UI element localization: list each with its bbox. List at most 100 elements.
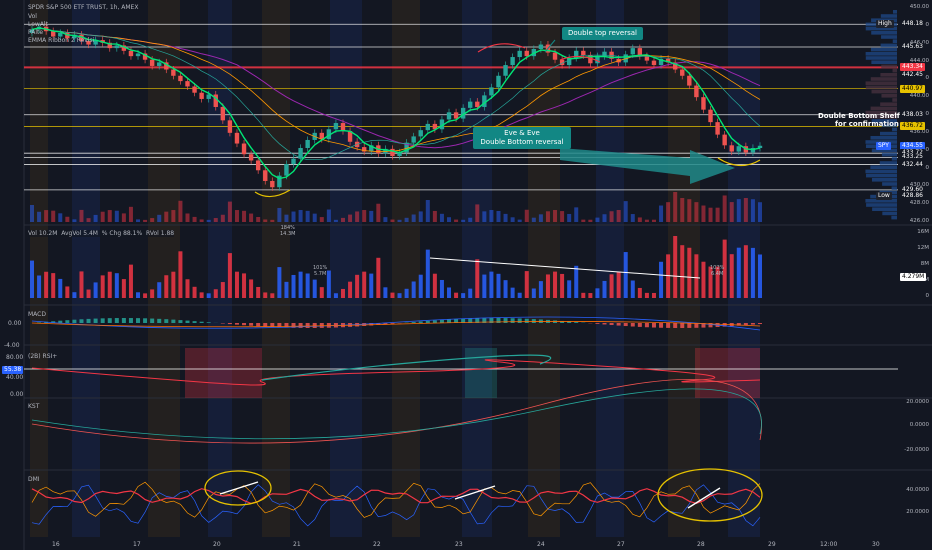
macd-histogram-bar xyxy=(609,323,614,326)
time-axis-tick[interactable]: 20 xyxy=(213,541,221,548)
price-tag[interactable]: 438.03 xyxy=(900,110,925,119)
time-axis-tick[interactable]: 21 xyxy=(293,541,301,548)
volume-overlay-bar xyxy=(44,210,49,222)
volume-bar xyxy=(213,289,218,298)
double-top-callout[interactable]: Double top reversal xyxy=(562,27,643,40)
macd-histogram-bar xyxy=(758,323,762,325)
price-tag[interactable]: 440.97 xyxy=(900,84,925,93)
volume-mark: 184% 14.3M xyxy=(280,225,296,237)
volume-tag: 4.279M xyxy=(900,273,927,281)
rsi-oversold-zone xyxy=(695,348,760,398)
candle-body xyxy=(79,34,84,41)
price-tag[interactable]: 436.72 xyxy=(900,122,925,131)
volume-profile-bar xyxy=(882,182,897,186)
time-axis-tick[interactable]: 27 xyxy=(617,541,625,548)
candle-body xyxy=(637,48,643,57)
rsi-label[interactable]: (2B) RSI+ xyxy=(28,353,58,360)
dmi-label[interactable]: DMI xyxy=(28,476,40,483)
volume-profile-bar xyxy=(870,136,897,140)
volume-overlay-bar xyxy=(107,210,112,222)
volume-overlay-bar xyxy=(30,205,34,222)
time-axis-tick[interactable]: 12:00 xyxy=(820,541,838,548)
price-tag[interactable]: 434.55 xyxy=(900,141,925,150)
volume-bar xyxy=(199,292,204,298)
price-tag[interactable]: 448.18 xyxy=(900,20,925,29)
volume-overlay-bar xyxy=(475,204,480,222)
candle-body xyxy=(270,180,275,188)
ma-line-fast xyxy=(31,27,761,161)
candle-body xyxy=(86,40,91,45)
session-band xyxy=(392,0,420,537)
price-tag[interactable]: 433.72 xyxy=(900,149,925,158)
time-axis-tick[interactable]: 23 xyxy=(455,541,463,548)
volume-bar xyxy=(150,289,155,298)
volume-overlay-bar xyxy=(680,198,685,222)
kst-label[interactable]: KST xyxy=(28,403,40,410)
time-axis-tick[interactable]: 24 xyxy=(537,541,545,548)
time-axis-tick[interactable]: 16 xyxy=(52,541,60,548)
macd-histogram-bar xyxy=(743,323,748,326)
price-tag[interactable]: 429.60 xyxy=(900,185,925,194)
legend-item[interactable]: EMMA Ribbon 2 Revisi xyxy=(28,37,95,44)
volume-bar xyxy=(659,261,664,298)
volume-bar xyxy=(220,282,225,298)
volume-bar xyxy=(687,247,692,298)
volume-profile-bar xyxy=(871,89,897,94)
candle-body xyxy=(333,123,339,130)
macd-histogram-bar xyxy=(602,323,607,325)
price-tag[interactable]: 432.44 xyxy=(900,160,925,169)
volume-bar xyxy=(538,281,543,298)
macd-histogram-bar xyxy=(164,319,169,323)
dmi-highlight-circle xyxy=(204,470,272,506)
volume-profile-bar xyxy=(880,73,897,77)
candle-body xyxy=(701,97,706,110)
legend-item[interactable]: Vol xyxy=(28,13,37,20)
volume-axis-tick: 12M xyxy=(917,245,929,251)
macd-label[interactable]: MACD xyxy=(28,311,46,318)
volume-overlay-bar xyxy=(651,219,656,222)
time-axis-tick[interactable]: 22 xyxy=(373,541,381,548)
candle-body xyxy=(93,40,98,45)
time-axis-tick[interactable]: 29 xyxy=(768,541,776,548)
macd-histogram-bar xyxy=(256,323,261,327)
price-tag[interactable]: 443.34 xyxy=(900,63,925,72)
kst-axis-tick: 20.0000 xyxy=(906,399,929,405)
price-tag[interactable]: 442.45 xyxy=(900,71,925,80)
volume-bar xyxy=(369,273,374,298)
macd-histogram-bar xyxy=(425,320,430,323)
volume-overlay-bar xyxy=(531,217,536,222)
price-tag[interactable]: 445.63 xyxy=(900,42,925,51)
legend-item[interactable]: PAlte xyxy=(28,29,44,36)
time-axis-tick[interactable]: 17 xyxy=(133,541,141,548)
volume-profile-bar xyxy=(879,131,897,136)
macd-histogram-bar xyxy=(79,319,84,323)
price-axis-tick: 440.00 xyxy=(909,93,929,100)
price-tag[interactable]: 433.25 xyxy=(900,153,925,162)
price-tag[interactable]: 428.86 xyxy=(900,192,925,201)
volume-profile-bar xyxy=(872,207,897,211)
volume-profile-bar xyxy=(871,119,897,123)
candle-body xyxy=(757,145,763,148)
macd-axis-tick: 0.00 xyxy=(8,320,22,327)
legend-item[interactable]: LowAlt xyxy=(28,21,48,28)
volume-bar xyxy=(432,273,437,298)
volume-overlay-bar xyxy=(206,219,211,222)
macd-histogram-bar xyxy=(51,321,56,323)
volume-overlay-bar xyxy=(418,211,423,222)
double-bottom-callout[interactable]: Eve & Eve Double Bottom reversal xyxy=(473,127,571,149)
rsi-line-green xyxy=(261,354,552,381)
candle-body xyxy=(651,60,657,66)
volume-bar xyxy=(418,274,423,298)
macd-histogram-bar xyxy=(376,323,381,325)
macd-histogram-bar xyxy=(277,323,282,328)
volume-overlay-bar xyxy=(37,211,42,222)
time-axis-tick[interactable]: 30 xyxy=(872,541,880,548)
volume-overlay-bar xyxy=(560,211,565,222)
candle-body xyxy=(291,158,296,165)
time-axis-tick[interactable]: 28 xyxy=(697,541,705,548)
volume-bar xyxy=(616,271,621,298)
macd-histogram-bar xyxy=(206,322,211,323)
volume-bar xyxy=(482,274,487,298)
